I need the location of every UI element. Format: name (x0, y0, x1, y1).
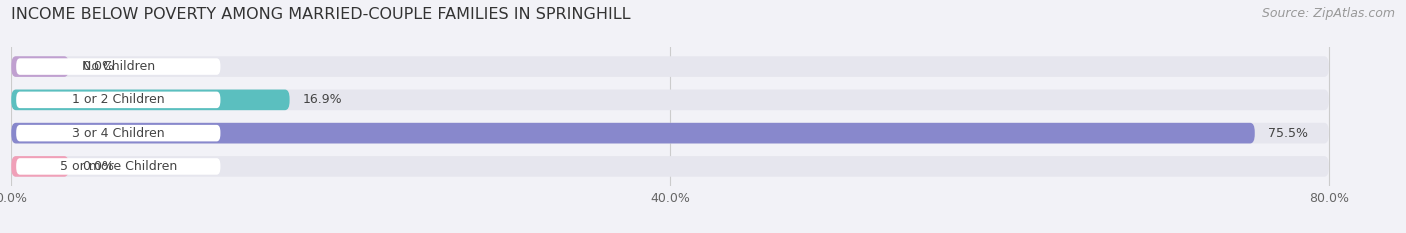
Text: Source: ZipAtlas.com: Source: ZipAtlas.com (1261, 7, 1395, 20)
FancyBboxPatch shape (17, 125, 221, 141)
FancyBboxPatch shape (17, 158, 221, 175)
Text: 75.5%: 75.5% (1268, 127, 1308, 140)
FancyBboxPatch shape (11, 123, 1329, 144)
FancyBboxPatch shape (11, 156, 69, 177)
FancyBboxPatch shape (11, 89, 290, 110)
Text: No Children: No Children (82, 60, 155, 73)
Text: 5 or more Children: 5 or more Children (59, 160, 177, 173)
FancyBboxPatch shape (17, 92, 221, 108)
Text: 1 or 2 Children: 1 or 2 Children (72, 93, 165, 106)
FancyBboxPatch shape (11, 123, 1254, 144)
Text: 3 or 4 Children: 3 or 4 Children (72, 127, 165, 140)
Text: 0.0%: 0.0% (82, 60, 114, 73)
FancyBboxPatch shape (11, 89, 1329, 110)
Text: 16.9%: 16.9% (302, 93, 343, 106)
FancyBboxPatch shape (11, 56, 69, 77)
FancyBboxPatch shape (11, 56, 1329, 77)
Text: 0.0%: 0.0% (82, 160, 114, 173)
FancyBboxPatch shape (11, 156, 1329, 177)
FancyBboxPatch shape (17, 58, 221, 75)
Text: INCOME BELOW POVERTY AMONG MARRIED-COUPLE FAMILIES IN SPRINGHILL: INCOME BELOW POVERTY AMONG MARRIED-COUPL… (11, 7, 631, 22)
